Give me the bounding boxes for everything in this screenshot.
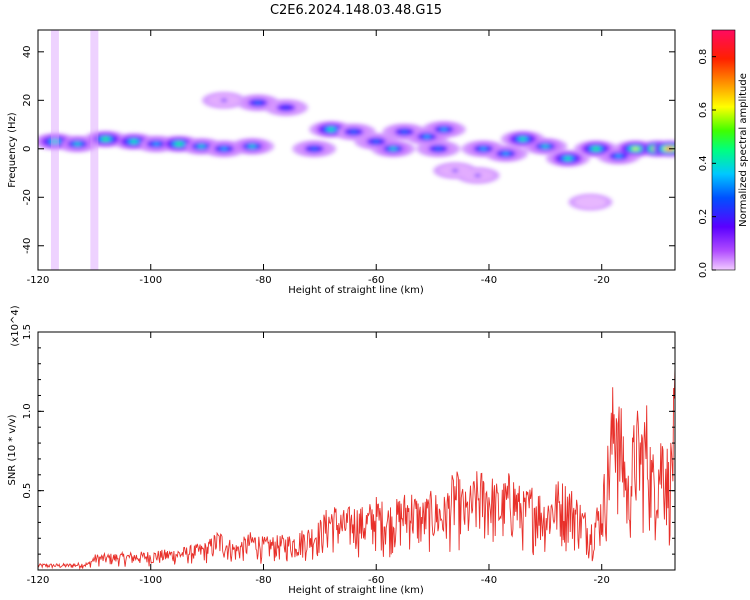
heatmap-cell xyxy=(175,142,183,146)
spectrogram-xlabel: Height of straight line (km) xyxy=(288,285,424,296)
spectrogram-ylabel: Frequency (Hz) xyxy=(7,112,18,188)
heatmap-cell xyxy=(153,142,160,146)
heatmap-cell xyxy=(423,135,431,139)
y-tick-label: 1.0 xyxy=(22,403,33,419)
x-tick-label: -120 xyxy=(27,275,50,286)
heatmap-cell xyxy=(130,140,138,144)
colorbar-tick-label: 0.0 xyxy=(698,262,709,278)
heatmap-cell xyxy=(373,140,380,144)
x-tick-label: -80 xyxy=(255,575,271,586)
snr-ylabel: SNR (10 * v/v) xyxy=(7,414,18,485)
x-tick-label: -20 xyxy=(594,275,610,286)
x-tick-label: -100 xyxy=(139,275,162,286)
heatmap-cell xyxy=(102,137,109,141)
heatmap-cell xyxy=(350,130,357,134)
colorbar-tick-label: 0.8 xyxy=(698,49,709,65)
spectrogram-frame xyxy=(37,29,676,271)
y-tick-label: 20 xyxy=(22,94,33,107)
heatmap-cell xyxy=(564,156,572,160)
x-tick-label: -120 xyxy=(27,575,50,586)
y-tick-label: -40 xyxy=(22,238,33,254)
colorbar-tick-label: 0.6 xyxy=(698,102,709,118)
snr-ticks: -120 -100 -80 -60 -40 -20 0.5 1.0 1.5 xyxy=(22,324,675,586)
heatmap-cell xyxy=(574,195,607,209)
heatmap-cell xyxy=(519,137,526,141)
snr-xlabel: Height of straight line (km) xyxy=(288,585,424,596)
snr-panel: -120 -100 -80 -60 -40 -20 0.5 1.0 1.5 Height of … xyxy=(7,305,676,596)
x-tick-label: -80 xyxy=(255,275,271,286)
x-tick-label: -40 xyxy=(481,275,497,286)
heatmap-cell xyxy=(401,130,408,134)
y-tick-label: -20 xyxy=(22,189,33,205)
heatmap-cell xyxy=(220,98,228,102)
heatmap-cell xyxy=(451,169,459,173)
heatmap-cell xyxy=(480,147,487,151)
snr-multiplier: (x10^4) xyxy=(10,305,21,346)
colorbar: 0.0 0.2 0.4 0.6 0.8 Normalized spectral ampl… xyxy=(698,29,749,278)
y-tick-label: 40 xyxy=(22,45,33,58)
heatmap-cell xyxy=(502,152,510,156)
colorbar-ticks: 0.0 0.2 0.4 0.6 0.8 xyxy=(698,49,716,278)
heatmap-cell xyxy=(440,127,448,131)
heatmap-cell xyxy=(632,147,639,151)
heatmap-cell xyxy=(282,106,290,110)
x-tick-label: -60 xyxy=(368,275,384,286)
y-tick-label: 0.5 xyxy=(22,483,33,499)
heatmap-cell xyxy=(435,147,442,151)
heatmap-streak xyxy=(50,30,59,270)
heatmap-cell xyxy=(220,147,228,151)
y-tick-label: 0 xyxy=(22,146,33,152)
heatmap-cell xyxy=(249,144,256,148)
colorbar-tick-label: 0.2 xyxy=(698,209,709,225)
heatmap-cell xyxy=(592,147,600,151)
heatmap-cells xyxy=(38,93,675,209)
heatmap-cell xyxy=(311,147,318,151)
heatmap-cell xyxy=(74,142,81,146)
colorbar-tick-label: 0.4 xyxy=(698,155,709,171)
heatmap-cell xyxy=(474,173,481,177)
x-tick-label: -40 xyxy=(481,575,497,586)
chart-title: C2E6.2024.148.03.48.G15 xyxy=(270,3,442,18)
heatmap-cell xyxy=(389,147,397,151)
heatmap-cell xyxy=(327,127,335,131)
colorbar-label: Normalized spectral amplitude xyxy=(738,73,749,227)
heatmap-area xyxy=(38,30,675,270)
colorbar-gradient xyxy=(712,30,735,270)
heatmap-streak xyxy=(90,30,99,270)
heatmap-cell xyxy=(254,101,262,105)
heatmap-cell xyxy=(542,144,549,148)
heatmap-cell xyxy=(51,140,59,144)
x-tick-label: -100 xyxy=(139,575,162,586)
x-tick-label: -60 xyxy=(368,575,384,586)
spectrogram-ticks: -120 -100 -80 -60 -40 -20 -40 -20 0 20 40 xyxy=(22,30,675,286)
snr-frame xyxy=(37,331,676,571)
snr-line xyxy=(38,366,675,570)
spectrogram-panel: -120 -100 -80 -60 -40 -20 -40 -20 0 20 40 Height o… xyxy=(7,29,676,296)
heatmap-cell xyxy=(615,154,622,158)
x-tick-label: -20 xyxy=(594,575,610,586)
y-tick-label: 1.5 xyxy=(22,324,33,340)
heatmap-cell xyxy=(198,144,205,148)
